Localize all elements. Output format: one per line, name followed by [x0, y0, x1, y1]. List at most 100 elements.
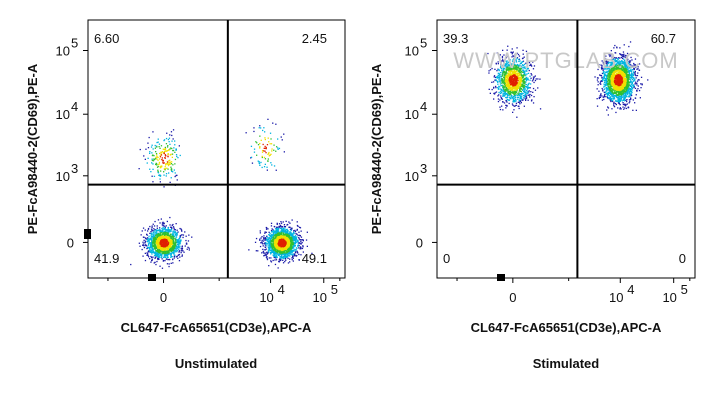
- event-dot: [520, 94, 522, 96]
- event-dot: [169, 143, 171, 145]
- event-dot: [526, 68, 528, 70]
- event-dot: [621, 54, 624, 56]
- event-dot: [624, 104, 626, 106]
- event-dot: [529, 75, 531, 77]
- event-dot: [266, 235, 268, 238]
- event-dot: [506, 67, 508, 69]
- event-dot: [619, 100, 621, 102]
- event-dot: [605, 84, 607, 86]
- event-dot: [633, 85, 635, 87]
- event-dot: [629, 66, 631, 68]
- event-dot: [181, 230, 183, 232]
- event-dot: [171, 161, 173, 163]
- event-dot: [159, 156, 162, 158]
- event-dot: [172, 149, 175, 152]
- event-dot: [163, 223, 165, 225]
- event-dot: [291, 252, 293, 254]
- event-dot: [508, 58, 510, 60]
- event-dot: [523, 71, 525, 73]
- event-dot: [633, 79, 635, 81]
- event-dot: [138, 168, 140, 170]
- event-dot: [627, 71, 629, 73]
- event-dot: [632, 71, 635, 73]
- event-dot: [509, 65, 511, 67]
- event-dot: [162, 252, 165, 254]
- event-dot: [157, 159, 159, 161]
- event-dot: [512, 100, 514, 103]
- event-dot: [144, 242, 146, 244]
- event-dot: [630, 97, 632, 99]
- event-dot: [499, 106, 501, 108]
- event-dot: [517, 53, 520, 56]
- event-dot: [296, 241, 298, 243]
- event-dot: [245, 132, 247, 134]
- event-dot: [267, 158, 269, 160]
- event-dot: [500, 97, 502, 99]
- event-dot: [152, 250, 155, 252]
- event-dot: [525, 91, 527, 94]
- event-dot: [599, 82, 601, 85]
- event-dot: [625, 55, 627, 57]
- event-dot: [164, 236, 166, 239]
- event-dot: [163, 233, 166, 236]
- event-dot: [293, 238, 295, 241]
- event-dot: [276, 222, 278, 224]
- event-dot: [179, 246, 181, 248]
- event-dot: [525, 62, 527, 64]
- event-dot: [164, 155, 167, 157]
- event-dot: [631, 83, 633, 85]
- event-dot: [607, 96, 609, 99]
- event-dot: [635, 82, 637, 85]
- event-dot: [181, 246, 183, 248]
- event-dot: [526, 78, 528, 81]
- event-dot: [168, 258, 170, 261]
- event-dot: [297, 225, 299, 227]
- event-dot: [600, 83, 602, 85]
- event-dot: [159, 230, 162, 232]
- event-dot: [524, 88, 526, 90]
- event-dot: [285, 243, 287, 245]
- event-dot: [261, 166, 263, 169]
- event-dot: [504, 93, 506, 95]
- event-dot: [152, 245, 155, 247]
- event-dot: [605, 80, 607, 82]
- event-dot: [289, 249, 292, 252]
- event-dot: [259, 125, 261, 127]
- event-dot: [154, 244, 157, 246]
- event-dot: [161, 157, 163, 159]
- event-dot: [524, 63, 526, 65]
- event-dot: [265, 146, 267, 149]
- event-dot: [621, 61, 623, 63]
- event-dot: [607, 93, 609, 95]
- event-dot: [531, 74, 533, 76]
- event-dot: [499, 71, 502, 74]
- event-dot: [264, 237, 266, 239]
- event-dot: [270, 260, 272, 262]
- event-dot: [631, 81, 634, 83]
- event-dot: [522, 92, 524, 95]
- event-dot: [170, 147, 172, 149]
- event-dot: [174, 254, 176, 256]
- event-dot: [503, 95, 505, 97]
- event-dot: [280, 222, 283, 224]
- event-dot: [283, 229, 285, 231]
- event-dot: [532, 61, 534, 63]
- event-dot: [299, 248, 301, 250]
- event-dot: [291, 251, 293, 253]
- event-dot: [629, 60, 631, 62]
- event-dot: [500, 74, 502, 76]
- event-dot: [146, 238, 148, 240]
- event-dot: [164, 235, 166, 237]
- event-dot: [608, 61, 610, 63]
- event-dot: [291, 232, 293, 234]
- event-dot: [501, 85, 503, 87]
- event-dot: [610, 100, 612, 103]
- event-dot: [503, 68, 506, 70]
- event-dot: [172, 235, 175, 237]
- event-dot: [165, 143, 168, 145]
- event-dot: [616, 94, 618, 96]
- event-dot: [615, 99, 617, 102]
- event-dot: [272, 243, 274, 246]
- event-dot: [164, 243, 166, 245]
